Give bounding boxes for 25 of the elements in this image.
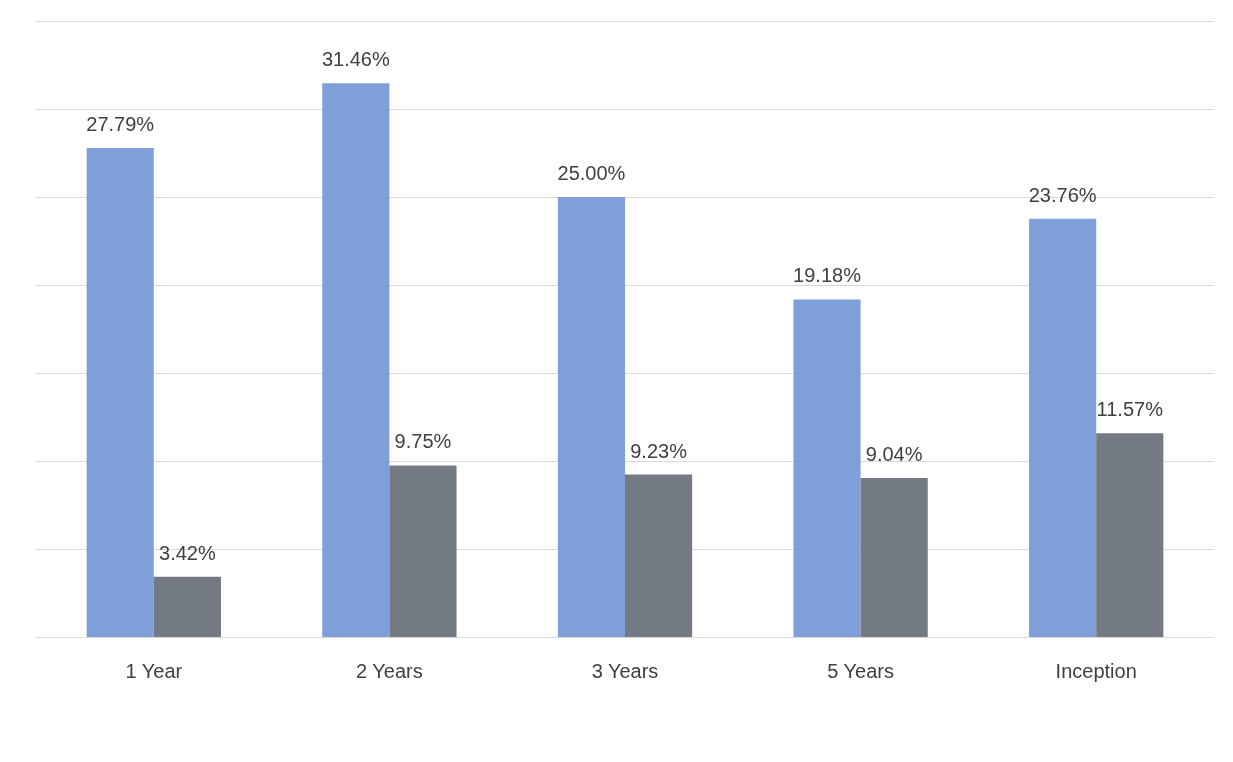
x-tick-label: 5 Years — [827, 660, 894, 682]
data-label: 9.75% — [394, 430, 452, 453]
x-tick-label: Inception — [1055, 660, 1137, 682]
bar — [625, 474, 693, 637]
bar — [86, 147, 154, 637]
data-label: 9.04% — [865, 442, 923, 465]
bar — [557, 197, 625, 637]
data-label: 23.76% — [1028, 183, 1097, 206]
bar — [793, 299, 861, 637]
data-label: 3.42% — [159, 541, 216, 564]
x-tick-label: 3 Years — [591, 660, 659, 682]
x-tick-label: 1 Year — [125, 660, 183, 682]
data-label: 9.23% — [630, 439, 688, 462]
bar — [1029, 218, 1097, 637]
x-tick-label: 2 Years — [356, 660, 423, 682]
data-label: 27.79% — [86, 112, 155, 135]
data-label: 11.57% — [1096, 398, 1164, 421]
bar — [1096, 433, 1164, 637]
data-label: 31.46% — [321, 48, 390, 71]
bar — [860, 477, 928, 637]
bar — [322, 83, 390, 637]
bar — [389, 465, 457, 637]
bar — [153, 576, 221, 637]
data-label: 25.00% — [557, 162, 626, 184]
data-label: 19.18% — [793, 264, 862, 287]
